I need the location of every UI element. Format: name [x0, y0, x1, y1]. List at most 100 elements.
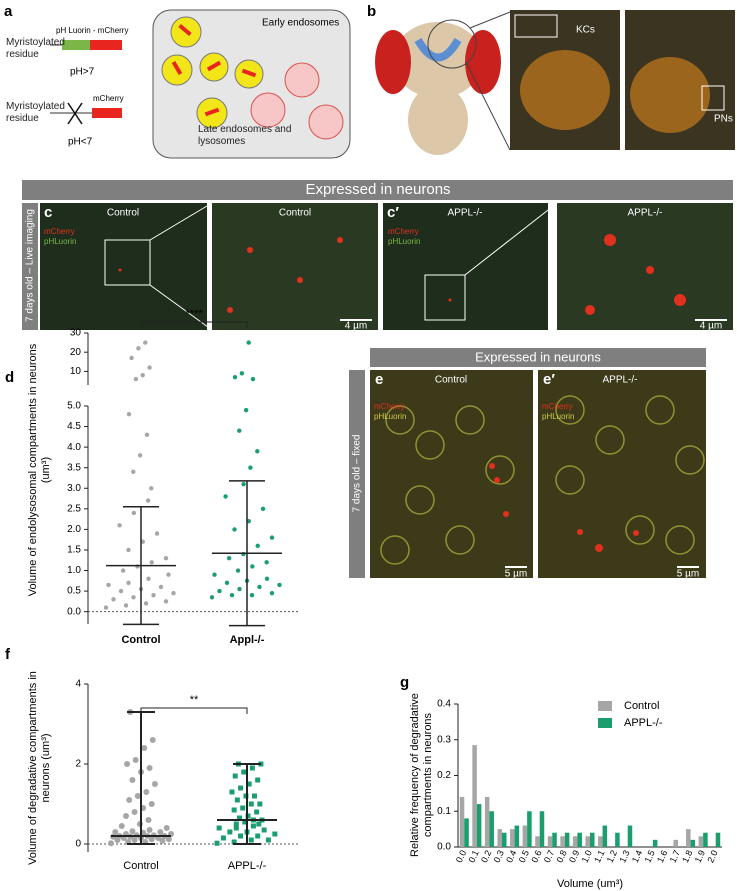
- scale-label: 4 µm: [345, 321, 367, 332]
- data-point: [163, 599, 169, 604]
- data-point: [264, 576, 270, 581]
- bar: [472, 745, 477, 847]
- channel-label: mCherry: [374, 402, 405, 411]
- x-tick-label: 0.5: [517, 849, 531, 865]
- bar: [539, 811, 545, 847]
- data-point: [136, 821, 143, 827]
- x-tick-label: 1.1: [592, 849, 606, 865]
- bar: [703, 832, 708, 847]
- header-bar: [370, 348, 706, 367]
- bar: [590, 832, 595, 847]
- bar: [552, 832, 557, 847]
- data-point: [243, 407, 249, 413]
- region-label: KCs: [576, 25, 595, 36]
- data-point: [140, 373, 145, 378]
- data-point: [229, 789, 235, 795]
- data-point: [126, 412, 132, 417]
- image-title: Control: [107, 208, 139, 219]
- channel-label: mCherry: [542, 402, 573, 411]
- data-point: [226, 555, 232, 561]
- significance-bracket: [140, 321, 248, 328]
- data-point: [248, 465, 253, 470]
- data-point: [118, 823, 125, 829]
- bar: [489, 811, 494, 847]
- bar: [598, 836, 603, 847]
- bar: [585, 836, 590, 847]
- data-point: [131, 837, 138, 843]
- y-tick-label: 4: [75, 679, 81, 690]
- x-tick-label: Control: [121, 634, 160, 646]
- data-point: [136, 346, 141, 351]
- data-point: [231, 839, 237, 845]
- phluorin-block: [62, 40, 90, 50]
- data-point: [147, 365, 152, 370]
- data-point: [249, 593, 255, 598]
- x-tick-label: 0.7: [542, 849, 556, 865]
- data-point: [157, 829, 164, 835]
- data-point: [133, 376, 139, 382]
- data-point: [129, 828, 136, 835]
- data-point: [242, 819, 248, 825]
- y-tick-label: 4.5: [67, 421, 81, 432]
- data-point: [241, 481, 246, 487]
- fly-body: [408, 85, 468, 155]
- scale-label: 4 µm: [700, 321, 722, 332]
- data-point: [158, 584, 164, 590]
- image-title: APPL-/-: [447, 208, 482, 219]
- zoom-line: [469, 11, 511, 29]
- data-point: [256, 821, 262, 827]
- data-point: [237, 815, 242, 821]
- data-point: [124, 761, 131, 767]
- bar: [690, 839, 696, 847]
- x-tick-label: 0.8: [554, 849, 568, 865]
- x-tick-label: 0.0: [454, 849, 468, 865]
- data-point: [171, 590, 176, 596]
- zoom-line: [465, 61, 511, 151]
- data-point: [248, 837, 254, 843]
- bar: [527, 811, 532, 847]
- data-point: [141, 745, 148, 751]
- early-endosome-cargo: [171, 23, 257, 117]
- data-point: [255, 833, 261, 839]
- data-point: [149, 560, 154, 565]
- data-point: [269, 535, 275, 540]
- image-title: APPL-/-: [602, 375, 637, 386]
- panel-label: d: [5, 369, 14, 386]
- ph-label: pH>7: [70, 67, 95, 78]
- data-point: [212, 572, 217, 577]
- data-point: [238, 833, 244, 839]
- data-point: [254, 809, 260, 815]
- data-point: [224, 580, 230, 586]
- mcherry-block: [92, 108, 122, 118]
- x-tick-label: 1.5: [642, 849, 656, 865]
- image-title: Control: [435, 375, 467, 386]
- data-point: [112, 829, 119, 835]
- data-point: [106, 582, 111, 588]
- ph-label: pH<7: [68, 137, 93, 148]
- data-point: [146, 827, 153, 833]
- y-tick-label: 2: [75, 759, 81, 770]
- bar: [686, 829, 691, 847]
- data-point: [126, 547, 131, 553]
- bar: [484, 796, 490, 847]
- scale-label: 5 µm: [677, 569, 699, 580]
- y-tick-label: 0.4: [437, 699, 451, 710]
- data-point: [239, 371, 245, 376]
- data-point: [103, 605, 109, 610]
- data-point: [261, 827, 267, 833]
- channel-label: pHLuorin: [388, 237, 420, 246]
- data-point: [235, 568, 241, 573]
- legend-label: Control: [624, 700, 659, 712]
- zoom-circle: [427, 19, 477, 69]
- data-point: [144, 432, 150, 437]
- y-tick-label: 0.2: [437, 770, 451, 781]
- header-text: Expressed in neurons: [305, 181, 450, 198]
- data-point: [151, 781, 158, 787]
- x-tick-label: 1.9: [693, 849, 707, 865]
- legend-label: APPL-/-: [624, 717, 663, 729]
- x-tick-label: 0.4: [504, 849, 518, 865]
- data-point: [166, 572, 171, 577]
- y-tick-label: 0.0: [437, 842, 451, 853]
- data-point: [209, 595, 215, 600]
